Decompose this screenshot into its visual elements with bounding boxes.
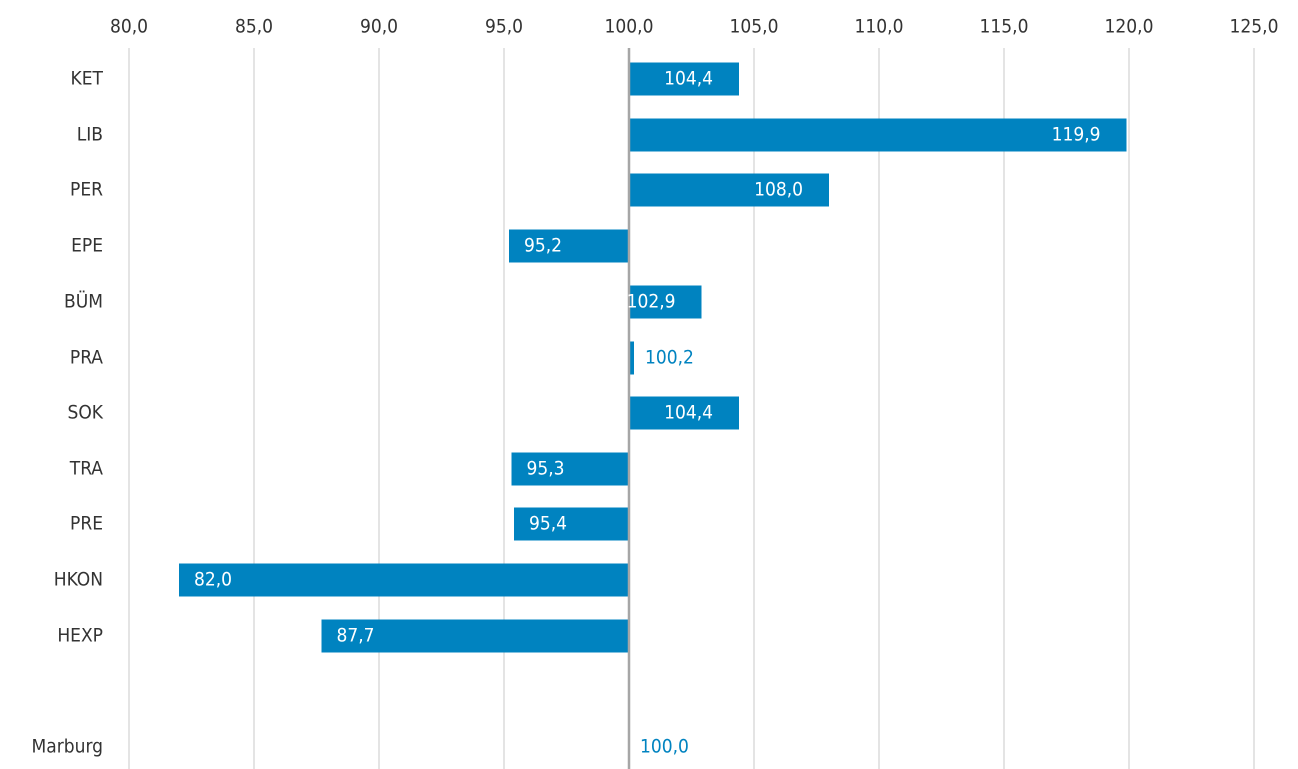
value-labels: 104,4 119,9 108,0 95,2 102,9 100,2 104,4 95,3 95…: [194, 68, 1101, 758]
category-label: BÜM: [64, 290, 103, 313]
x-tick-label: 85,0: [235, 16, 273, 38]
bar: [629, 285, 702, 319]
bar: [509, 229, 629, 263]
bar: [321, 619, 629, 653]
value-label: 95,4: [529, 513, 567, 535]
category-label: EPE: [71, 235, 103, 257]
value-label: 87,7: [337, 625, 375, 647]
bars: [179, 62, 1127, 653]
bar: [514, 507, 629, 541]
category-label: LIB: [77, 124, 103, 146]
bar: [629, 118, 1127, 152]
value-label: 119,9: [1052, 124, 1101, 146]
value-label: 95,2: [524, 235, 562, 257]
bar: [629, 341, 634, 375]
category-label: HEXP: [57, 625, 103, 647]
value-label: 82,0: [194, 569, 232, 591]
category-label: KET: [71, 68, 104, 90]
value-label: 102,9: [627, 291, 676, 313]
category-labels: KET LIB PER EPE BÜM PRA SOK TRA PRE HKON HEXP Marbu…: [32, 68, 104, 758]
category-label: PRA: [70, 347, 103, 369]
x-tick-label: 120,0: [1105, 16, 1154, 38]
x-tick-label: 80,0: [110, 16, 148, 38]
category-label: Marburg: [32, 736, 103, 758]
gridlines: [128, 48, 1255, 769]
x-tick-label: 95,0: [485, 16, 523, 38]
category-label: PRE: [70, 513, 103, 535]
x-tick-label: 105,0: [730, 16, 779, 38]
x-axis-tick-labels: 80,0 85,0 90,0 95,0 100,0 105,0 110,0 115,0 120,…: [110, 16, 1278, 38]
bar: [511, 452, 629, 486]
category-label: HKON: [54, 569, 103, 591]
value-label: 100,0: [640, 736, 689, 758]
category-label: TRA: [69, 458, 104, 480]
category-label: PER: [70, 179, 103, 201]
value-label: 95,3: [527, 458, 565, 480]
x-tick-label: 125,0: [1230, 16, 1279, 38]
bar: [629, 396, 739, 430]
value-label: 104,4: [664, 68, 713, 90]
x-tick-label: 110,0: [855, 16, 904, 38]
x-tick-label: 90,0: [360, 16, 398, 38]
x-tick-label: 100,0: [605, 16, 654, 38]
bar: [629, 62, 739, 96]
bar: [179, 563, 629, 597]
value-label: 104,4: [664, 402, 713, 424]
value-label: 100,2: [645, 347, 694, 369]
x-tick-label: 115,0: [980, 16, 1029, 38]
value-label: 108,0: [754, 179, 803, 201]
bar: [629, 173, 829, 207]
category-label: SOK: [67, 402, 103, 424]
